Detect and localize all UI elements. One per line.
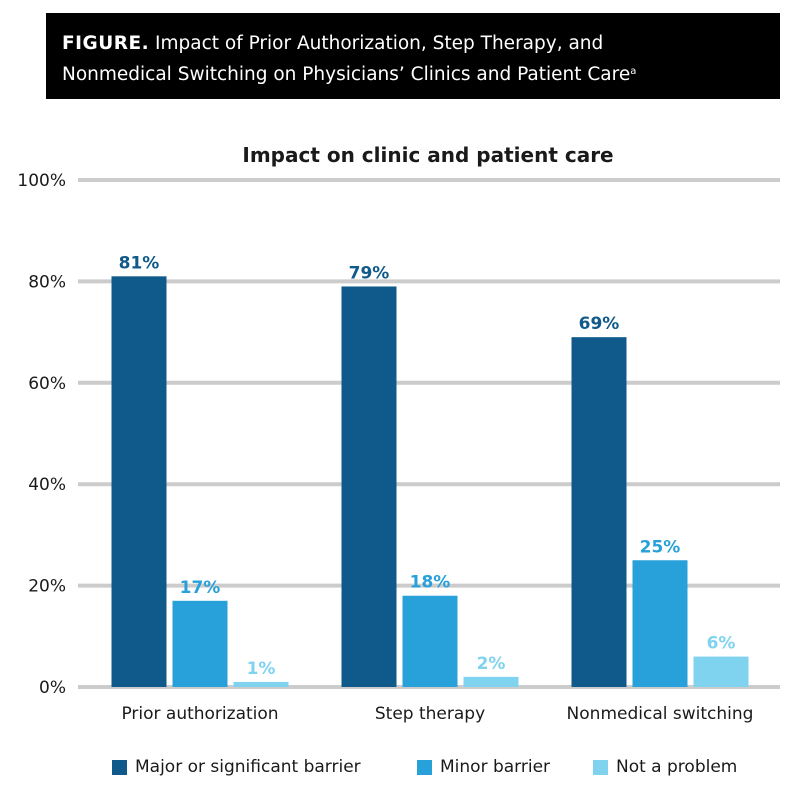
legend-label: Not a problem [616, 757, 738, 777]
bar [111, 276, 167, 687]
legend-swatch [417, 759, 432, 775]
data-label: 1% [247, 659, 276, 679]
banner-line-2: Nonmedical Switching on Physicians’ Clin… [62, 58, 764, 89]
banner-line-1: FIGURE. Impact of Prior Authorization, S… [62, 30, 764, 58]
legend-item: Minor barrier [417, 756, 550, 778]
x-tick-label: Nonmedical switching [567, 704, 754, 724]
bar [341, 286, 397, 687]
x-axis-ticks: Prior authorization Step therapy Nonmedica… [121, 704, 753, 724]
bars [111, 276, 749, 687]
y-tick-label: 100% [17, 171, 66, 191]
data-label: 17% [180, 578, 221, 598]
chart-title: Impact on clinic and patient care [242, 143, 613, 167]
bar [693, 656, 749, 687]
legend-swatch [112, 759, 127, 775]
data-label: 2% [477, 654, 506, 674]
bar [571, 337, 627, 687]
bar [172, 600, 228, 687]
data-label: 25% [640, 537, 681, 557]
data-label: 79% [349, 263, 390, 283]
bar [233, 681, 289, 687]
y-tick-label: 40% [28, 475, 66, 495]
bar [463, 676, 519, 687]
bar [402, 595, 458, 687]
legend: Major or significant barrier Minor barrie… [0, 756, 800, 778]
y-axis-ticks: 0% 20% 40% 60% 80% 100% [17, 171, 66, 698]
data-label: 6% [707, 634, 736, 654]
y-tick-label: 60% [28, 374, 66, 394]
y-tick-label: 80% [28, 272, 66, 292]
x-tick-label: Prior authorization [121, 704, 278, 724]
figure-footnote-marker: a [630, 66, 637, 77]
figure-title-line2: Nonmedical Switching on Physicians’ Clin… [62, 64, 631, 85]
x-tick-label: Step therapy [375, 704, 485, 724]
bar [632, 560, 688, 687]
data-label: 81% [119, 253, 160, 273]
legend-label: Minor barrier [440, 757, 551, 777]
legend-swatch [593, 759, 608, 775]
figure-label: FIGURE. [62, 33, 150, 54]
data-label: 18% [410, 573, 451, 593]
bar-chart: Impact on clinic and patient care 0% 20% 4… [17, 143, 780, 724]
legend-item: Major or significant barrier [112, 756, 361, 778]
y-tick-label: 20% [28, 577, 66, 597]
figure-title-line1: Impact of Prior Authorization, Step Ther… [155, 33, 604, 54]
figure-banner: FIGURE. Impact of Prior Authorization, S… [46, 13, 780, 99]
data-label: 69% [579, 314, 620, 334]
data-labels: 81% 17% 1% 79% 18% 2% 69% 25% 6% [119, 253, 736, 679]
y-tick-label: 0% [39, 678, 66, 698]
legend-label: Major or significant barrier [135, 757, 361, 777]
legend-item: Not a problem [593, 756, 737, 778]
